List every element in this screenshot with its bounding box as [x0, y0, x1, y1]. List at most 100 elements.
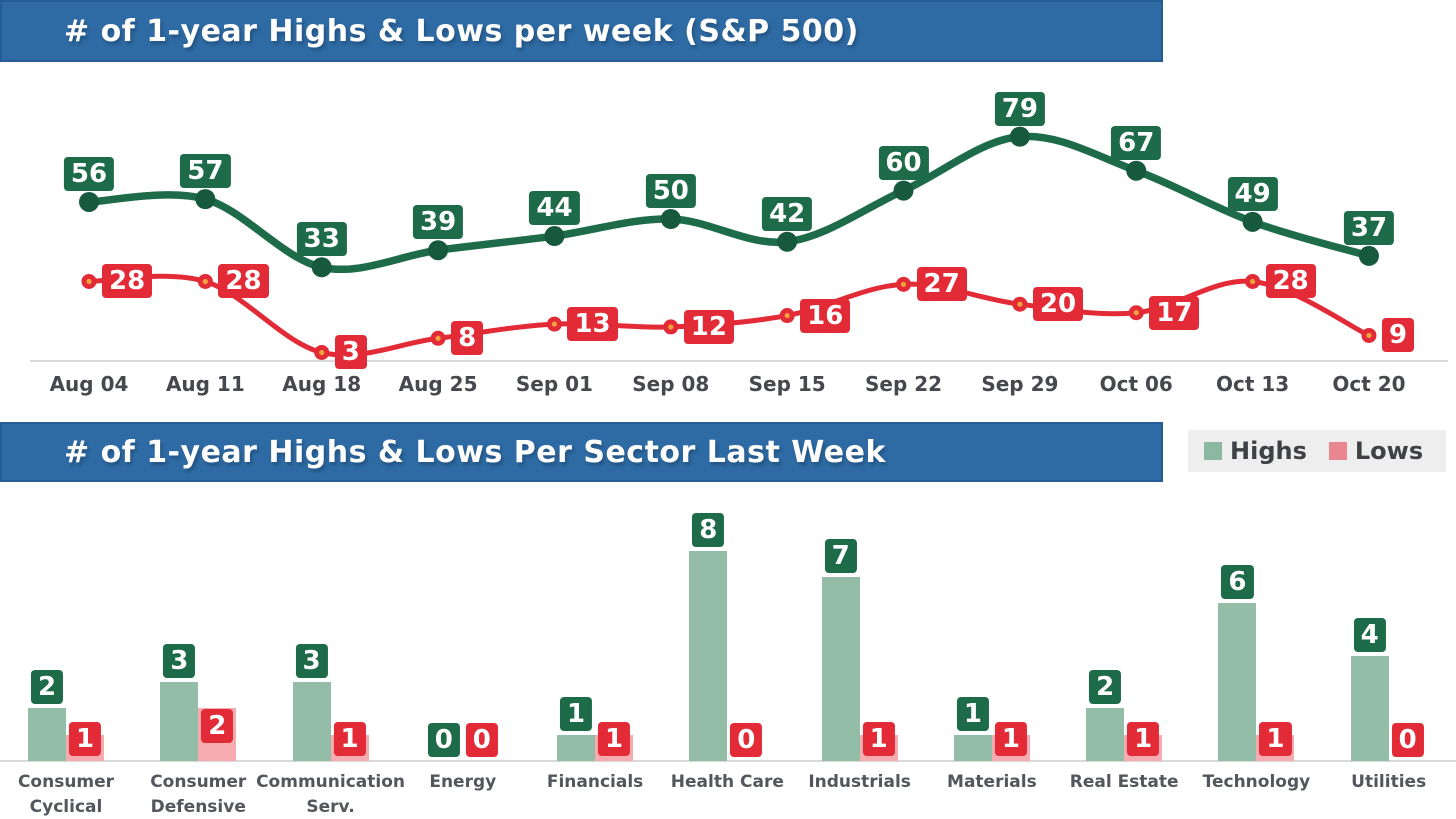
lows-value-label: 28 [1265, 264, 1316, 299]
highs-data-point [195, 189, 216, 210]
lows-value-label: 0 [1391, 723, 1424, 757]
sector-label: Health Care [670, 772, 784, 792]
highs-data-point [893, 180, 914, 201]
highs-value-label: 3 [163, 644, 196, 679]
highs-bar [1350, 655, 1389, 761]
sector-label: Industrials [808, 772, 911, 792]
x-axis-tick-label: Sep 15 [748, 372, 826, 396]
highs-value-label: 1 [560, 696, 593, 731]
lows-value-label: 2 [201, 709, 234, 743]
highs-value-label: 0 [427, 723, 460, 757]
weekly-highs-lows-line-chart: 56 57 33 39 44 50 42 60 79 67 49 37 28 28 3 8 13 12 16 27 20… [30, 91, 1448, 396]
highs-bar [953, 734, 992, 761]
sector-label: Technology [1202, 772, 1311, 792]
x-axis-tick-label: Aug 18 [282, 372, 362, 396]
highs-bar [1218, 603, 1257, 761]
highs-value-label: 37 [1343, 210, 1395, 245]
highs-data-point [1009, 126, 1030, 147]
lows-data-point-center [1250, 278, 1256, 285]
highs-value-label: 6 [1221, 565, 1254, 600]
lows-data-point-center [784, 312, 790, 319]
highs-value-label: 79 [994, 91, 1045, 126]
lows-data-point-center [202, 278, 208, 285]
lows-data-point-center [319, 349, 325, 356]
highs-bar [689, 550, 728, 761]
sector-chart-header: # of 1-year Highs & Lows Per Sector Last… [0, 422, 1163, 482]
highs-data-point [660, 209, 681, 229]
lows-value-label: 13 [567, 307, 618, 342]
lows-value-label: 9 [1381, 318, 1415, 353]
highs-value-label: 42 [762, 196, 813, 231]
highs-bar [1086, 708, 1125, 761]
x-axis-tick-label: Aug 11 [165, 372, 245, 396]
highs-value-label: 44 [529, 191, 580, 226]
sector-label: Consumer Defensive [150, 772, 247, 817]
lows-data-point-center [668, 324, 674, 330]
lows-value-label: 1 [1259, 722, 1292, 756]
highs-value-label: 2 [1089, 670, 1122, 705]
highs-value-label: 67 [1111, 125, 1162, 160]
sector-label: Energy [429, 772, 497, 792]
x-axis-tick-label: Aug 04 [49, 372, 129, 396]
highs-legend-swatch [1204, 442, 1222, 460]
bar-chart-axis-line [0, 760, 1456, 762]
highs-value-label: 57 [180, 154, 231, 189]
sector-label: Financials [546, 772, 644, 792]
highs-value-label: 50 [645, 174, 696, 208]
highs-bar [557, 734, 596, 761]
highs-data-point [79, 191, 99, 212]
lows-value-label: 20 [1032, 287, 1084, 322]
highs-value-label: 3 [295, 644, 328, 679]
chart-legend: Highs Lows [1188, 430, 1446, 472]
highs-value-label: 8 [692, 512, 725, 547]
lows-value-label: 1 [598, 722, 631, 756]
x-axis-tick-label: Oct 20 [1332, 372, 1406, 396]
lows-legend-label: Lows [1354, 437, 1424, 465]
weekly-chart-title: # of 1-year Highs & Lows per week (S&P 5… [64, 13, 859, 49]
sector-label: Real Estate [1069, 772, 1179, 792]
lows-value-label: 27 [916, 267, 967, 302]
lows-value-label: 1 [1127, 722, 1160, 756]
highs-value-label: 39 [412, 205, 464, 240]
sector-chart-title: # of 1-year Highs & Lows Per Sector Last… [64, 434, 886, 470]
lows-data-point-center [900, 281, 907, 287]
highs-bar [28, 708, 66, 761]
sector-label: Communication Serv. [256, 772, 405, 817]
lows-data-point-center [435, 335, 441, 341]
lows-value-label: 17 [1149, 295, 1200, 330]
x-axis-tick-label: Aug 25 [398, 372, 478, 396]
highs-data-point [544, 226, 565, 247]
x-axis-tick-label: Sep 01 [515, 372, 593, 396]
lows-value-label: 28 [102, 264, 153, 299]
weekly-chart-header: # of 1-year Highs & Lows per week (S&P 5… [0, 0, 1163, 62]
lows-value-label: 1 [994, 722, 1027, 756]
highs-data-point [1126, 160, 1147, 181]
lows-value-label: 1 [68, 722, 102, 756]
highs-value-label: 56 [63, 156, 115, 191]
lows-value-label: 1 [862, 722, 895, 756]
lows-value-label: 28 [218, 264, 269, 299]
lows-value-label: 0 [730, 723, 763, 757]
highs-value-label: 60 [878, 145, 929, 180]
lows-data-point-center [551, 321, 558, 327]
highs-value-label: 7 [824, 538, 857, 573]
highs-value-label: 4 [1353, 617, 1386, 652]
x-axis-tick-label: Sep 22 [864, 372, 943, 396]
x-axis-tick-label: Sep 08 [632, 372, 710, 396]
x-axis-tick-label: Oct 06 [1099, 372, 1173, 396]
sector-label: Materials [947, 772, 1037, 792]
highs-value-label: 49 [1227, 176, 1278, 211]
highs-value-label: 1 [956, 696, 989, 731]
lows-data-point-center [86, 278, 92, 285]
highs-bar [292, 682, 331, 761]
lows-legend-swatch [1328, 442, 1347, 460]
highs-bar [821, 576, 860, 761]
lows-value-label: 8 [451, 321, 484, 356]
x-axis-tick-label: Sep 29 [981, 372, 1059, 396]
lows-value-label: 0 [465, 723, 498, 757]
lows-value-label: 1 [333, 722, 366, 756]
lows-data-point-center [1366, 332, 1372, 339]
sector-label: Utilities [1351, 772, 1427, 792]
